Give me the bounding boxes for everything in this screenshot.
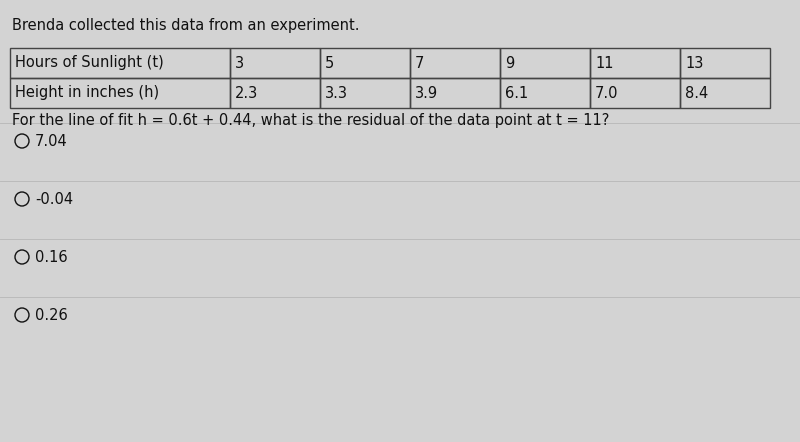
Bar bbox=[320, 78, 410, 108]
Text: 5: 5 bbox=[325, 56, 334, 71]
Text: Height in inches (h): Height in inches (h) bbox=[15, 85, 159, 100]
Bar bbox=[590, 48, 680, 78]
Bar bbox=[10, 48, 230, 78]
Text: 3.9: 3.9 bbox=[415, 85, 438, 100]
Bar bbox=[230, 78, 320, 108]
Bar bbox=[320, 48, 410, 78]
Bar bbox=[410, 78, 500, 108]
Text: For the line of fit h = 0.6t + 0.44, what is the residual of the data point at t: For the line of fit h = 0.6t + 0.44, wha… bbox=[12, 113, 610, 128]
Text: 8.4: 8.4 bbox=[685, 85, 708, 100]
Bar bbox=[500, 78, 590, 108]
Text: 6.1: 6.1 bbox=[505, 85, 528, 100]
Bar bbox=[680, 78, 770, 108]
Text: 2.3: 2.3 bbox=[235, 85, 258, 100]
Bar bbox=[500, 48, 590, 78]
Text: Hours of Sunlight (t): Hours of Sunlight (t) bbox=[15, 56, 164, 71]
Bar bbox=[590, 78, 680, 108]
Text: 13: 13 bbox=[685, 56, 703, 71]
Text: 7: 7 bbox=[415, 56, 424, 71]
Text: 0.16: 0.16 bbox=[35, 249, 68, 264]
Bar bbox=[410, 48, 500, 78]
Text: 9: 9 bbox=[505, 56, 514, 71]
Bar bbox=[680, 48, 770, 78]
Bar bbox=[230, 48, 320, 78]
Text: 7.0: 7.0 bbox=[595, 85, 618, 100]
Text: 7.04: 7.04 bbox=[35, 133, 68, 149]
Text: -0.04: -0.04 bbox=[35, 191, 73, 206]
Text: 11: 11 bbox=[595, 56, 614, 71]
Bar bbox=[10, 78, 230, 108]
Text: 3: 3 bbox=[235, 56, 244, 71]
Text: Brenda collected this data from an experiment.: Brenda collected this data from an exper… bbox=[12, 18, 359, 33]
Text: 3.3: 3.3 bbox=[325, 85, 348, 100]
Text: 0.26: 0.26 bbox=[35, 308, 68, 323]
